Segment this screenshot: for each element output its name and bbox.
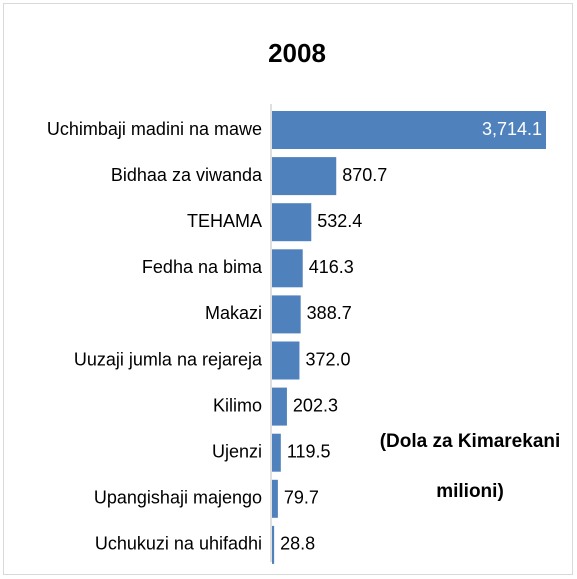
annotation: milioni) — [436, 481, 504, 502]
bar — [272, 479, 278, 518]
category-label: Uchukuzi na uhifadhi — [95, 534, 262, 554]
value-label: 870.7 — [342, 165, 387, 185]
category-label: Kilimo — [213, 395, 262, 415]
bar — [272, 295, 301, 334]
value-label: 3,714.1 — [482, 119, 542, 139]
bar — [272, 433, 281, 472]
value-label: 416.3 — [309, 257, 354, 277]
bar — [272, 249, 303, 288]
category-label: Bidhaa za viwanda — [111, 165, 263, 185]
bar — [272, 157, 337, 196]
value-label: 119.5 — [287, 441, 331, 461]
chart-frame — [3, 3, 573, 575]
value-label: 372.0 — [305, 349, 350, 369]
annotation: (Dola za Kimarekani — [380, 431, 561, 452]
chart-title: 2008 — [268, 38, 326, 68]
value-label: 388.7 — [307, 303, 352, 323]
value-label: 532.4 — [317, 211, 362, 231]
category-label: Uuzaji jumla na rejareja — [74, 349, 263, 369]
category-label: Fedha na bima — [142, 257, 263, 277]
value-label: 202.3 — [293, 395, 338, 415]
category-label: Uchimbaji madini na mawe — [47, 119, 262, 139]
bar — [272, 341, 300, 380]
category-label: TEHAMA — [187, 211, 262, 231]
bar — [272, 387, 287, 426]
value-label: 28.8 — [280, 534, 315, 554]
bar — [272, 111, 546, 149]
category-label: Makazi — [205, 303, 262, 323]
value-label: 79.7 — [284, 488, 319, 508]
category-label: Upangishaji majengo — [94, 488, 262, 508]
bar — [272, 203, 312, 242]
category-label: Ujenzi — [212, 441, 262, 461]
bar — [272, 525, 275, 564]
